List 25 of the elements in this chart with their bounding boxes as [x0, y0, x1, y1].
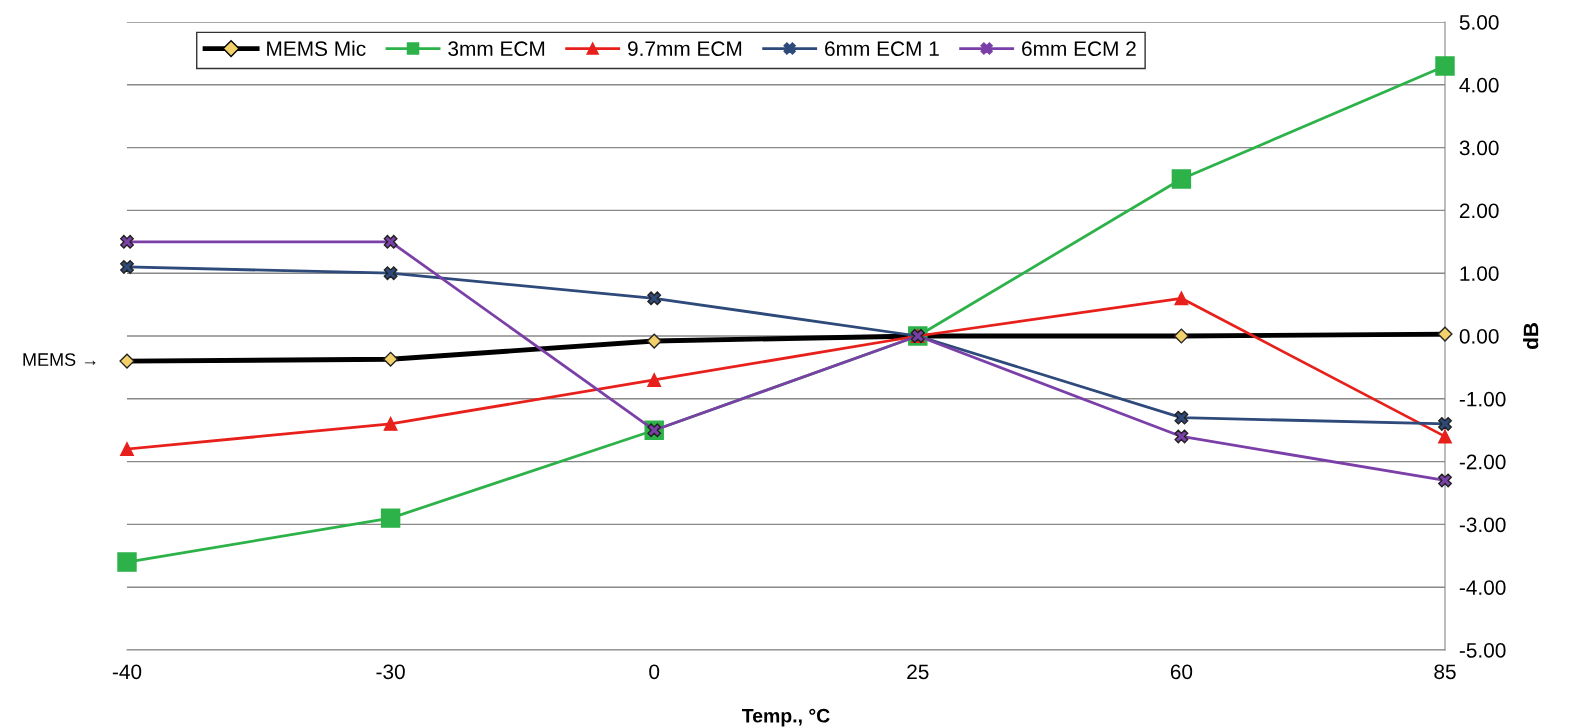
legend-label: 6mm ECM 2 [1022, 41, 1136, 57]
legend-label: 6mm ECM 1 [825, 41, 939, 57]
x-tick-label: 85 [1434, 664, 1456, 680]
legend-label: MEMS Mic [267, 40, 366, 57]
legend-label: 3mm ECM [448, 41, 545, 57]
y-tick-label: 0.00 [1459, 329, 1499, 344]
legend-label: 9.7mm ECM [628, 41, 742, 57]
x-axis-title: Temp., °C [742, 708, 830, 727]
x-tick-label: -30 [376, 664, 405, 680]
y-tick-label: -4.00 [1459, 580, 1506, 595]
y-tick-label: -1.00 [1459, 391, 1506, 407]
y-tick-label: 3.00 [1459, 140, 1499, 156]
y-tick-label: -5.00 [1459, 643, 1506, 658]
x-tick-label: 25 [907, 664, 929, 680]
y-tick-label: 2.00 [1459, 203, 1499, 219]
y-tick-label: 1.00 [1460, 266, 1499, 281]
y-tick-label: 4.00 [1459, 77, 1499, 93]
x-tick-label: 0 [649, 664, 660, 680]
x-tick-label: -40 [112, 664, 142, 680]
x-tick-label: 60 [1170, 664, 1193, 680]
y-tick-label: -2.00 [1459, 454, 1506, 470]
y-tick-label: -3.00 [1459, 517, 1506, 533]
y-axis-title: dB [1523, 323, 1539, 350]
y-tick-label: 5.00 [1459, 15, 1499, 30]
annotation: MEMS → [23, 353, 96, 366]
